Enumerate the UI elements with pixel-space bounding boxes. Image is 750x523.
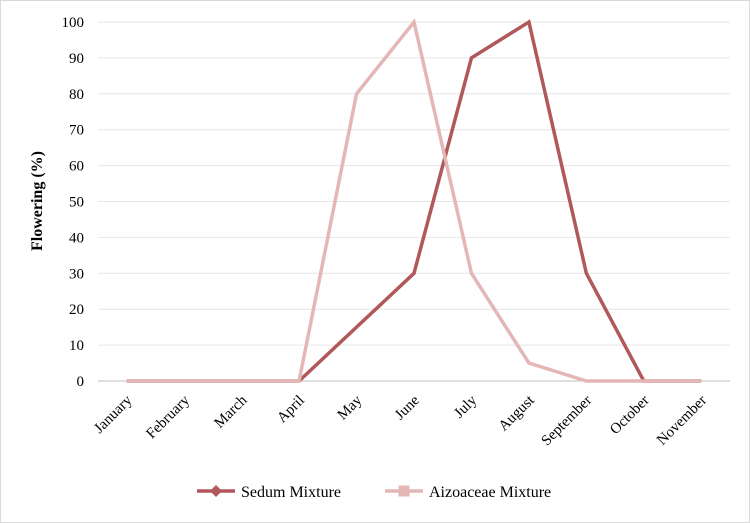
series-line-2 — [126, 18, 702, 383]
legend-item: Aizoaceae Mixture — [385, 484, 551, 501]
y-tick-label: 70 — [69, 123, 84, 139]
x-tick-labels: January February March April May June July Augu… — [91, 392, 710, 449]
series-lines — [126, 18, 702, 383]
y-tick-label: 0 — [77, 374, 85, 390]
y-tick-label: 100 — [62, 15, 85, 31]
y-tick-label: 60 — [69, 159, 84, 175]
y-tick-label: 10 — [69, 338, 84, 354]
gridlines — [98, 21, 730, 346]
x-tick-label: October — [607, 393, 652, 438]
x-tick-label: January — [91, 392, 136, 437]
legend-item: Sedum Mixture — [197, 484, 341, 501]
y-tick-label: 30 — [69, 266, 84, 282]
x-tick-label: February — [143, 392, 193, 442]
y-tick-label: 20 — [69, 302, 84, 318]
x-tick-label: September — [539, 393, 596, 450]
legend-marker-diamond — [210, 485, 222, 497]
x-tick-label: May — [335, 392, 366, 423]
x-tick-label: July — [451, 392, 480, 421]
y-tick-label: 50 — [69, 195, 84, 211]
y-tick-label: 80 — [69, 87, 84, 103]
legend: Sedum Mixture Aizoaceae Mixture — [197, 484, 551, 501]
legend-label: Aizoaceae Mixture — [429, 484, 551, 501]
x-tick-label: June — [392, 392, 423, 423]
x-tick-label: March — [211, 392, 250, 431]
x-tick-label: November — [654, 393, 710, 449]
y-axis-title: Flowering (%) — [29, 151, 46, 251]
legend-marker-square — [398, 485, 410, 497]
x-tick-label: August — [496, 392, 539, 435]
y-tick-label: 40 — [69, 230, 84, 246]
legend-label: Sedum Mixture — [241, 484, 341, 501]
y-tick-label: 90 — [69, 51, 84, 67]
x-tick-label: April — [274, 393, 308, 427]
y-tick-labels: 0 10 20 30 40 50 60 70 80 90 100 — [62, 15, 85, 390]
